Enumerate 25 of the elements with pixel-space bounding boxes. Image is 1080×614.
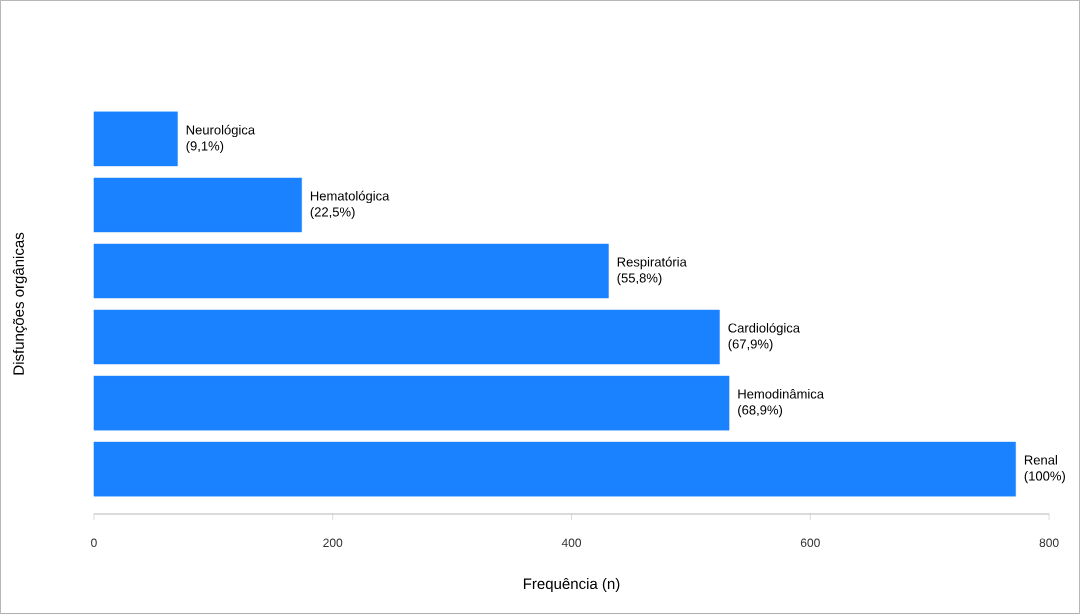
y-axis-title: Disfunções orgânicas <box>12 232 27 375</box>
bar <box>93 111 178 167</box>
y-tick-label: Hemodinâmica <box>738 389 825 399</box>
annotation: (68,9%) <box>738 405 783 418</box>
bar <box>93 309 720 365</box>
annotation: (67,9%) <box>728 339 773 352</box>
y-tick-label: Neurológica <box>186 124 256 138</box>
bar <box>93 177 302 233</box>
x-tick-label: 0 <box>91 538 97 548</box>
y-tick-label: Renal <box>1024 455 1057 465</box>
annotation: (9,1%) <box>186 141 224 154</box>
x-axis-title: Frequência (n) <box>523 578 620 593</box>
x-tick-label: 800 <box>1039 538 1059 548</box>
annotation: (22,5%) <box>310 207 355 220</box>
y-tick-label: Hematológica <box>310 190 390 204</box>
bar <box>93 375 730 431</box>
bar <box>93 441 1016 497</box>
x-tick-label: 400 <box>561 538 582 548</box>
y-tick-label: Cardiológica <box>728 322 801 336</box>
bar <box>93 243 609 299</box>
x-tick-label: 600 <box>800 538 820 548</box>
x-tick-label: 200 <box>323 538 343 548</box>
y-tick-label: Respiratória <box>617 256 687 270</box>
annotation: (100%) <box>1024 471 1065 484</box>
annotation: (55,8%) <box>617 273 662 286</box>
